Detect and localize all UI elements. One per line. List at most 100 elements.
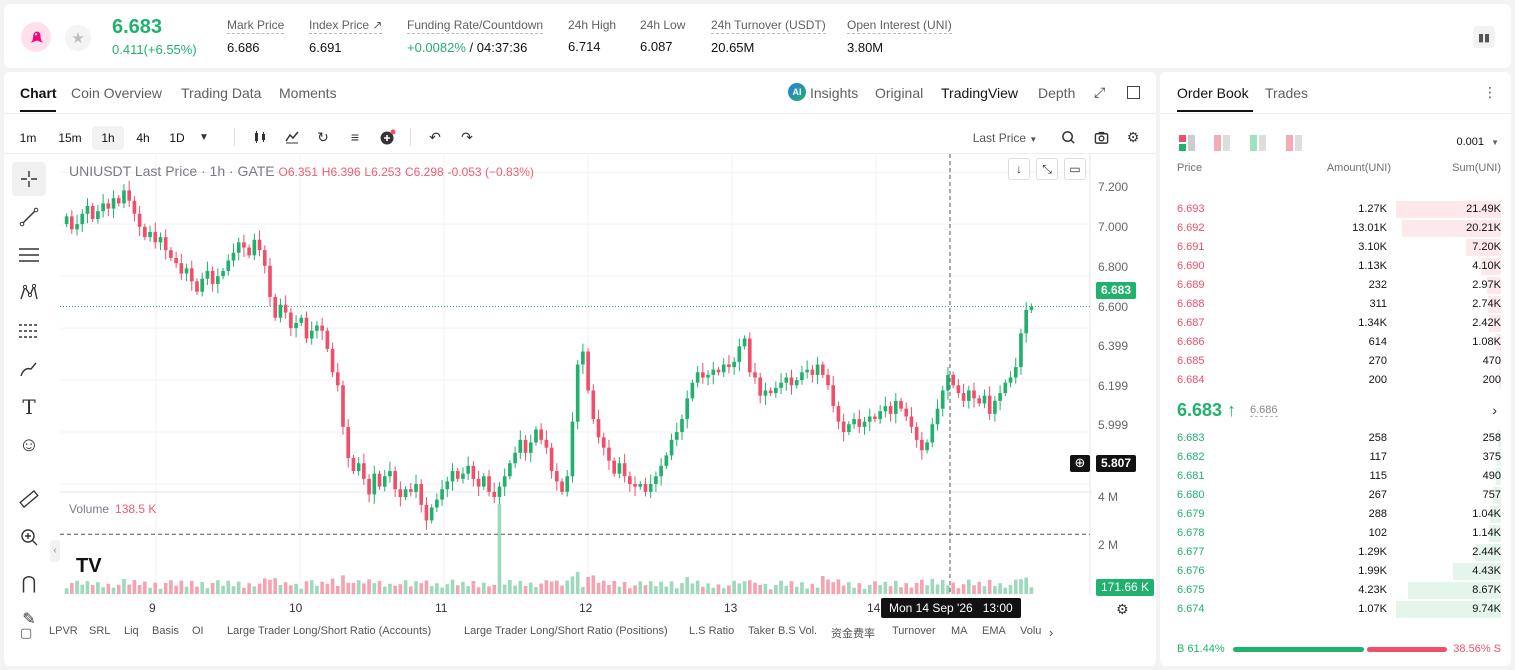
price-type-select[interactable]: Last Price ▼ (970, 126, 1040, 150)
pencil-lock-icon[interactable]: ✎ (22, 611, 36, 628)
mark-price-stat[interactable]: Mark Price 6.686 (227, 18, 285, 55)
indicators-icon[interactable] (282, 127, 302, 147)
gear-icon[interactable]: ⚙ (1126, 128, 1140, 145)
turnover-stat[interactable]: 24h Turnover (USDT) 20.65M (711, 18, 826, 55)
pattern-icon[interactable] (12, 276, 46, 310)
tab-chart[interactable]: Chart (20, 85, 57, 101)
indicator-volume[interactable]: Volu (1020, 625, 1042, 637)
view-asks-icon[interactable] (1214, 135, 1230, 156)
indicator-funding[interactable]: 资金费率 (831, 628, 875, 640)
scroll-left-icon[interactable]: ▢ (20, 625, 33, 640)
expand-icon[interactable]: ⤢ (1094, 84, 1106, 100)
ask-row[interactable]: 6.689 232 2.97K (1160, 276, 1511, 295)
funding-rate-stat[interactable]: Funding Rate/Countdown +0.0082% / 04:37:… (407, 18, 544, 55)
view-bids-icon[interactable] (1250, 135, 1266, 156)
add-indicator-icon[interactable] (378, 127, 398, 147)
magnet-icon[interactable]: ⋂ (21, 572, 37, 593)
horizontal-lines-icon[interactable] (12, 238, 46, 272)
ask-row[interactable]: 6.693 1.27K 21.49K (1160, 200, 1511, 219)
tab-order-book[interactable]: Order Book (1177, 85, 1249, 101)
open-interest-stat[interactable]: Open Interest (UNI) 3.80M (847, 18, 952, 55)
candle-type-icon[interactable] (250, 127, 270, 147)
candle-body (497, 486, 502, 498)
indicator-turnover[interactable]: Turnover (892, 625, 936, 637)
chevron-down-icon[interactable]: ▼ (199, 131, 209, 143)
trend-line-icon[interactable] (12, 200, 46, 234)
bid-row[interactable]: 6.682 117 375 (1160, 448, 1511, 467)
emoji-icon[interactable]: ☺ (18, 433, 40, 456)
window-icon[interactable] (1127, 86, 1140, 99)
crosshair-icon[interactable] (12, 162, 46, 196)
ask-row[interactable]: 6.692 13.01K 20.21K (1160, 219, 1511, 238)
indicator-srl[interactable]: SRL (89, 625, 111, 637)
interval-4h[interactable]: 4h (136, 131, 150, 145)
ask-row[interactable]: 6.687 1.34K 2.42K (1160, 314, 1511, 333)
bid-row[interactable]: 6.675 4.23K 8.67K (1160, 581, 1511, 600)
tab-original[interactable]: Original (875, 85, 924, 101)
redo-icon[interactable]: ↷ (461, 128, 473, 145)
tab-moments[interactable]: Moments (279, 85, 337, 101)
tab-tradingview[interactable]: TradingView (941, 85, 1019, 101)
interval-15m[interactable]: 15m (58, 131, 82, 145)
text-tool-icon[interactable]: T (22, 395, 36, 419)
view-depth-icon[interactable] (1286, 135, 1302, 156)
indicator-taker[interactable]: Taker B.S Vol. (748, 625, 818, 637)
collapse-toolbar-handle[interactable]: ‹ (50, 540, 60, 562)
indicator-lt-positions[interactable]: Large Trader Long/Short Ratio (Positions… (464, 625, 668, 637)
more-icon[interactable]: ⋮ (1483, 84, 1497, 100)
ask-row[interactable]: 6.684 200 200 (1160, 371, 1511, 390)
indicator-lpvr[interactable]: LPVR (49, 625, 78, 637)
ruler-icon[interactable] (12, 482, 46, 516)
undo-icon[interactable]: ↶ (429, 128, 441, 145)
bid-row[interactable]: 6.676 1.99K 4.43K (1160, 562, 1511, 581)
bid-row[interactable]: 6.677 1.29K 2.44K (1160, 543, 1511, 562)
bid-row[interactable]: 6.674 1.07K 9.74K (1160, 600, 1511, 619)
indicator-basis[interactable]: Basis (152, 625, 179, 637)
indicator-lt-accounts[interactable]: Large Trader Long/Short Ratio (Accounts) (227, 625, 432, 637)
ask-row[interactable]: 6.685 270 470 (1160, 352, 1511, 371)
indicator-ema[interactable]: EMA (982, 625, 1006, 637)
chevron-right-icon[interactable]: › (1049, 625, 1054, 640)
ask-row[interactable]: 6.691 3.10K 7.20K (1160, 238, 1511, 257)
bid-row[interactable]: 6.683 258 258 (1160, 429, 1511, 448)
tab-trading-data[interactable]: Trading Data (181, 85, 262, 101)
indicator-ma[interactable]: MA (951, 625, 968, 637)
fibonacci-icon[interactable] (12, 314, 46, 348)
volume-bar (216, 580, 220, 594)
collapse-icon[interactable]: ⤡ (1036, 158, 1058, 180)
chevron-right-icon[interactable]: › (1492, 402, 1497, 418)
settings-gear-icon[interactable]: ⚙ (1116, 601, 1129, 617)
ask-row[interactable]: 6.690 1.13K 4.10K (1160, 257, 1511, 276)
camera-icon[interactable] (1091, 127, 1111, 147)
interval-1d[interactable]: 1D (169, 131, 185, 145)
search-icon[interactable] (1058, 127, 1078, 147)
ask-row[interactable]: 6.688 311 2.74K (1160, 295, 1511, 314)
maximize-icon[interactable]: ▭ (1064, 158, 1086, 180)
template-icon[interactable]: ≡ (350, 129, 360, 145)
view-both-icon[interactable] (1179, 135, 1195, 156)
arrow-down-icon[interactable]: ↓ (1008, 158, 1030, 180)
tab-depth[interactable]: Depth (1038, 85, 1076, 101)
add-alert-icon[interactable]: ⊕ (1070, 455, 1090, 472)
bid-row[interactable]: 6.681 115 490 (1160, 467, 1511, 486)
interval-1m[interactable]: 1m (19, 131, 37, 145)
tab-trades[interactable]: Trades (1265, 85, 1309, 101)
interval-1h[interactable]: 1h (92, 126, 124, 150)
book-icon[interactable]: ▮▮ (1473, 26, 1495, 48)
indicator-ls-ratio[interactable]: L.S Ratio (689, 625, 735, 637)
indicator-liq[interactable]: Liq (124, 625, 139, 637)
brush-icon[interactable] (12, 352, 46, 386)
indicator-oi[interactable]: OI (192, 625, 204, 637)
bid-row[interactable]: 6.679 288 1.04K (1160, 505, 1511, 524)
candlestick-chart[interactable]: TV (60, 154, 1092, 614)
bid-row[interactable]: 6.680 267 757 (1160, 486, 1511, 505)
zoom-in-icon[interactable] (12, 520, 46, 554)
tab-coin-overview[interactable]: Coin Overview (71, 85, 163, 101)
tick-size-select[interactable]: 0.001 ▼ (1456, 136, 1499, 148)
bid-row[interactable]: 6.678 102 1.14K (1160, 524, 1511, 543)
refresh-icon[interactable]: ↻ (317, 128, 329, 145)
insights-button[interactable]: Insights (810, 85, 859, 101)
ask-row[interactable]: 6.686 614 1.08K (1160, 333, 1511, 352)
favorite-star-icon[interactable]: ★ (65, 25, 91, 51)
index-price-stat[interactable]: Index Price ↗ 6.691 (309, 18, 383, 55)
